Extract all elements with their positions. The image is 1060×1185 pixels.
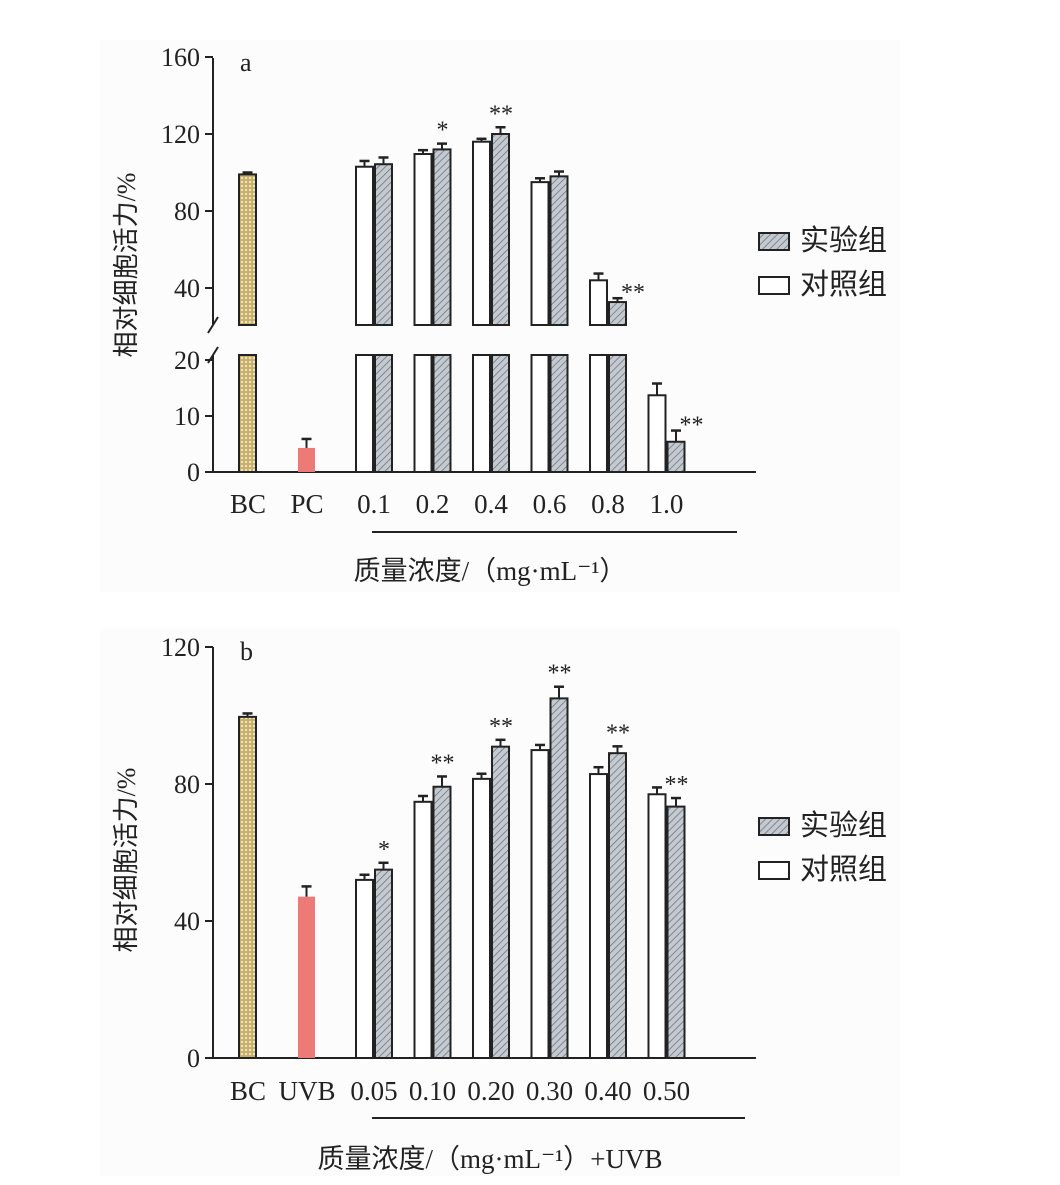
bar-bc-lower [238,354,257,473]
bar-pc [298,896,315,1058]
x-tick-label: 0.05 [350,1076,397,1106]
y-tick-label: 10 [174,402,200,431]
bar-control [355,878,374,1060]
x-tick-label: BC [230,1076,266,1106]
bar-control [413,800,433,1059]
bar-experiment-lower [374,354,393,473]
x-tick-label: 0.20 [467,1076,514,1106]
bar-control-lower [472,354,491,473]
x-tick-label: 0.10 [409,1076,456,1106]
panel-label: a [240,48,252,77]
legend-swatch [758,861,790,880]
bar-experiment [491,133,510,326]
bar-control [472,777,491,1059]
x-tick-label: 0.8 [591,489,625,519]
bar-experiment-lower [608,354,627,473]
chart-a: 0 10 20 40 80 120 160 a 相对细胞活力/% BC PC 0.1 * 0.2 ** 0.4… [112,43,887,586]
bar-control [530,181,550,326]
y-tick-label: 40 [174,274,200,303]
x-tick-label: 0.50 [643,1076,690,1106]
bar-experiment [432,785,452,1059]
x-axis-label: 质量浓度/（mg·mL⁻¹） [354,556,627,586]
significance-mark: ** [606,720,630,746]
bar-control [589,773,608,1059]
x-tick-label: 0.6 [533,489,567,519]
significance-mark: ** [548,661,572,687]
bar-experiment [666,805,686,1059]
significance-mark: ** [489,714,513,740]
significance-mark: ** [621,280,645,306]
bar-experiment [549,175,569,326]
legend-label: 实验组 [800,224,887,257]
legend-label: 对照组 [800,268,887,301]
bar-control [530,749,550,1060]
y-axis-label: 相对细胞活力/% [112,173,141,358]
x-tick-label: 0.40 [584,1076,631,1106]
significance-mark: ** [431,750,455,776]
chart-b: 0 40 80 120 b 相对细胞活力/% BC UVB * 0.05 ** 0.10 ** 0.20 *… [112,633,887,1174]
bar-experiment [608,752,627,1059]
bar-control-lower [589,354,608,473]
x-axis-label: 质量浓度/（mg·mL⁻¹）+UVB [317,1144,662,1174]
bar-experiment [549,697,569,1059]
bar-control [413,153,433,326]
significance-mark: ** [665,772,689,798]
y-tick-label: 40 [174,907,200,936]
legend-swatch [758,276,790,295]
y-tick-label: 0 [187,458,200,487]
x-tick-label: UVB [278,1076,335,1106]
bar-control [647,394,667,473]
legend-swatch [758,232,790,251]
x-tick-label: PC [290,489,323,519]
significance-mark: * [437,118,449,144]
x-tick-label: 0.1 [357,489,391,519]
bar-experiment-lower [432,354,452,473]
bar-control [589,279,608,326]
y-tick-label: 0 [187,1044,200,1073]
x-tick-label: 0.4 [474,489,508,519]
x-tick-label: 0.30 [526,1076,573,1106]
bar-control-lower [413,354,433,473]
y-tick-label: 160 [161,43,200,72]
y-axis-label: 相对细胞活力/% [112,768,141,953]
y-tick-label: 80 [174,770,200,799]
y-tick-label: 120 [161,120,200,149]
x-tick-label: 1.0 [650,489,684,519]
bar-control [647,793,667,1060]
bar-experiment [491,745,510,1059]
axis-break-mark [207,316,219,334]
legend-swatch [758,817,790,836]
bar-experiment [666,440,686,474]
panel-label: b [240,637,253,666]
bar-control-lower [530,354,550,473]
significance-mark: ** [680,413,704,439]
y-tick-label: 20 [174,346,200,375]
bar-experiment [374,868,393,1059]
x-tick-label: BC [230,489,266,519]
legend-label: 实验组 [800,809,887,842]
significance-mark: * [378,837,390,863]
bar-control [355,165,374,326]
y-tick-label: 80 [174,197,200,226]
y-tick-label: 120 [161,633,200,662]
bar-control-lower [355,354,374,473]
bar-control [472,140,491,326]
bar-experiment-lower [549,354,569,473]
x-tick-label: 0.2 [416,489,450,519]
significance-mark: ** [489,101,513,127]
bar-experiment [432,148,452,326]
bar-experiment-lower [491,354,510,473]
bar-bc [238,715,257,1059]
bar-pc [298,447,315,472]
bar-experiment [374,163,393,326]
bar-bc [238,173,257,326]
legend-label: 对照组 [800,853,887,886]
